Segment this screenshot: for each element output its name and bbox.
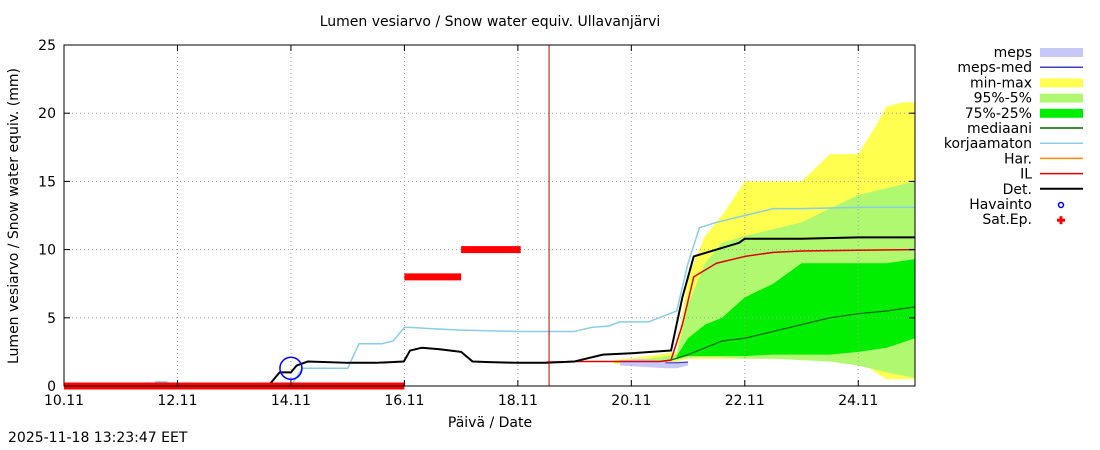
legend-label-havainto: Havainto	[969, 197, 1032, 213]
legend-label-p75_25: 75%-25%	[965, 106, 1032, 122]
y-tick-label: 5	[47, 311, 56, 327]
series-line-det	[64, 236, 915, 386]
grid-layer	[64, 45, 915, 386]
x-tick-label: 12.11	[157, 393, 197, 409]
legend-label-mediaani: mediaani	[967, 121, 1032, 137]
y-tick-label: 15	[38, 174, 56, 190]
legend-label-meps_med: meps-med	[957, 60, 1032, 76]
x-tick-label: 20.11	[611, 393, 651, 409]
band-layer	[614, 102, 915, 380]
legend-swatch-minmax	[1040, 78, 1083, 88]
axis-layer: 0 5 10 15 20 25 10.11 12.11 14.11 16.11 18.11 20.11…	[38, 38, 916, 409]
legend-label-det: Det.	[1003, 182, 1032, 198]
y-tick-label: 20	[38, 106, 56, 122]
legend-label-il: IL	[1020, 167, 1032, 183]
chart-title: Lumen vesiarvo / Snow water equiv. Ullav…	[320, 14, 661, 30]
marker-layer	[64, 45, 550, 390]
satep-segment	[461, 246, 521, 254]
legend-label-satep: Sat.Ep.	[982, 212, 1032, 228]
x-tick-label: 18.11	[498, 393, 538, 409]
y-tick-label: 0	[47, 379, 56, 395]
x-tick-label: 14.11	[271, 393, 311, 409]
series-line-meps_med	[665, 361, 689, 364]
legend-label-har: Har.	[1004, 151, 1032, 167]
timestamp: 2025-11-18 13:23:47 EET	[8, 430, 188, 446]
legend-swatch-p75_25	[1040, 108, 1083, 118]
satep-segment	[404, 273, 462, 281]
legend-label-meps: meps	[994, 45, 1032, 61]
plot-frame	[63, 44, 916, 387]
x-tick-label: 24.11	[838, 393, 878, 409]
x-axis-label: Päivä / Date	[448, 415, 532, 431]
legend-swatch-satep-v	[1059, 216, 1063, 225]
legend-swatch-havainto	[1057, 201, 1065, 209]
havainto-observation-point	[279, 356, 303, 381]
x-tick-label: 16.11	[384, 393, 424, 409]
y-tick-label: 25	[38, 38, 56, 54]
series-line-korjaamaton	[154, 206, 915, 386]
legend: mepsmeps-medmin-max95%-5%75%-25%mediaani…	[944, 45, 1083, 228]
legend-label-p95_5: 95%-5%	[974, 91, 1032, 107]
y-tick-label: 10	[38, 243, 56, 259]
x-tick-label: 22.11	[725, 393, 765, 409]
series-layer	[64, 206, 915, 386]
legend-label-korjaamaton: korjaamaton	[944, 136, 1032, 152]
legend-swatch-p95_5	[1040, 93, 1083, 103]
legend-swatch-meps	[1040, 48, 1083, 57]
x-tick-label: 10.11	[44, 393, 84, 409]
series-line-mediaani	[659, 306, 915, 363]
legend-label-minmax: min-max	[970, 75, 1032, 91]
series-line-il	[546, 248, 915, 363]
band-p75_25	[676, 259, 915, 359]
y-axis-label: Lumen vesiarvo / Snow water equiv. (mm)	[6, 68, 22, 364]
